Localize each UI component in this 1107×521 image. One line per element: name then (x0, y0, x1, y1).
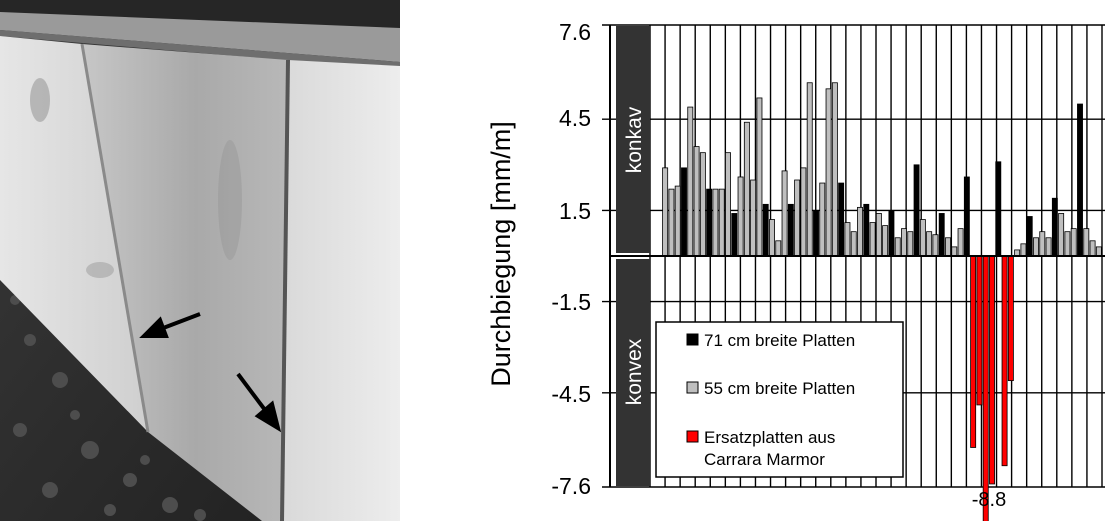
bar (743, 121, 750, 257)
bar (1051, 197, 1058, 257)
legend-swatch-red (686, 430, 699, 443)
axes (609, 25, 1105, 487)
y-tick-labels: 7.6 4.5 1.5 -1.5 -4.5 -7.6 (551, 19, 591, 499)
y-tick-label: -1.5 (551, 289, 591, 315)
bar (825, 88, 832, 257)
bar (712, 188, 719, 257)
bar (1001, 255, 1008, 467)
legend-label: 71 cm breite Platten (704, 331, 855, 350)
konkav-panel (616, 26, 650, 253)
bar (1064, 231, 1071, 257)
bar (831, 82, 838, 257)
bar (938, 213, 945, 257)
bar (674, 185, 681, 257)
arrow-icon (139, 312, 201, 338)
legend-swatch-black (686, 333, 699, 346)
bar (869, 222, 876, 257)
bar (951, 246, 958, 257)
bar (932, 234, 939, 257)
bar (844, 222, 851, 257)
bar (806, 82, 813, 257)
y-tick-label: 7.6 (559, 19, 591, 45)
bar (875, 213, 882, 257)
bar (901, 228, 907, 257)
legend-box (655, 321, 904, 478)
bar (1033, 237, 1039, 257)
bar (1070, 228, 1077, 257)
bar (982, 255, 989, 521)
bar (794, 179, 801, 257)
bar (945, 237, 951, 257)
bar (769, 219, 775, 257)
bar (850, 231, 857, 257)
min-value-annotation: -8.8 (972, 489, 1006, 511)
bar (668, 188, 675, 257)
bar (863, 203, 870, 257)
bar (687, 106, 694, 257)
bar (737, 176, 744, 257)
marble-facade-photo (0, 0, 400, 521)
bar (907, 231, 914, 257)
legend-swatch-gray (686, 381, 699, 394)
bar (699, 152, 706, 257)
bar (781, 170, 788, 257)
bar (693, 146, 700, 257)
y-tick-label: 1.5 (559, 198, 591, 224)
bar (1095, 246, 1102, 257)
bar (819, 182, 826, 257)
bar (1007, 255, 1014, 382)
konvex-label: konvex (623, 338, 646, 405)
bar (1045, 237, 1052, 257)
bar (995, 161, 1002, 257)
legend-label: Carrara Marmor (704, 450, 825, 469)
bar (718, 188, 725, 257)
bar (894, 237, 901, 257)
bar (957, 228, 964, 257)
bar (750, 179, 757, 257)
bar (919, 219, 926, 257)
y-tick-label: 4.5 (559, 105, 591, 131)
bar (989, 255, 995, 485)
bar (1089, 240, 1096, 257)
bar (775, 240, 782, 257)
bar (888, 210, 895, 257)
legend-label: 55 cm breite Platten (704, 379, 855, 398)
y-tick-label: -4.5 (551, 381, 591, 407)
bar (857, 206, 863, 257)
konkav-label: konkav (623, 106, 646, 173)
bar (681, 167, 687, 257)
bar (882, 225, 889, 257)
bar (731, 213, 738, 257)
bar (762, 203, 769, 257)
bar (913, 164, 920, 257)
bar (787, 203, 794, 257)
bar (976, 255, 983, 406)
bar (970, 255, 977, 448)
bar (706, 188, 713, 257)
legend-label: Ersatzplatten aus (704, 428, 835, 447)
y-tick-label: -7.6 (551, 473, 591, 499)
bar (963, 176, 970, 257)
bar (1020, 243, 1027, 257)
bar (800, 167, 807, 257)
bar (926, 231, 933, 257)
bar (813, 210, 819, 257)
legend: 71 cm breite Platten 55 cm breite Platte… (655, 321, 904, 478)
bar (756, 97, 763, 257)
deflection-chart: Durchbiegung [mm/m] 7.6 4.5 1.5 -1.5 -4.… (486, 19, 1105, 521)
bar (1026, 216, 1033, 257)
arrow-icon (236, 372, 282, 433)
bar (725, 152, 731, 257)
y-axis-label: Durchbiegung [mm/m] (486, 121, 516, 387)
bar (1083, 228, 1090, 257)
konvex-panel (616, 259, 650, 486)
bar (1077, 103, 1083, 257)
bar (838, 182, 845, 257)
bar (1058, 213, 1065, 257)
bar (662, 167, 669, 257)
bar (1039, 231, 1046, 257)
